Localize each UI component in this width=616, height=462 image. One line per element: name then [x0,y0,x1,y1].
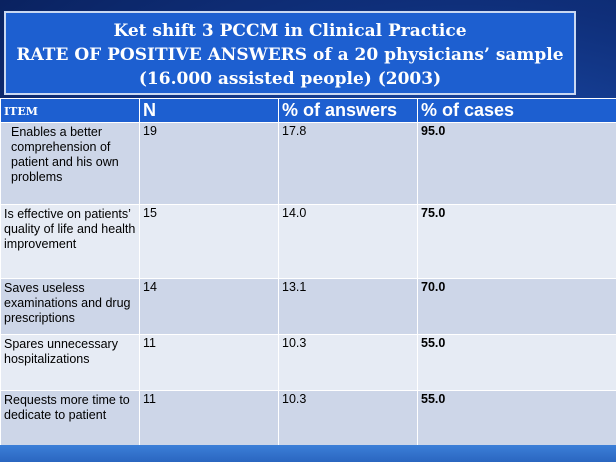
row-answers: 10.3 [278,334,418,391]
slide-footer-band [0,445,616,462]
row-answers: 17.8 [278,122,418,205]
header-n: N [139,98,279,123]
row-item: Requests more time to dedicate to patien… [0,390,140,446]
table-row: Saves useless examinations and drug pres… [0,278,616,335]
row-n: 19 [139,122,279,205]
row-item: Is effective on patients’ quality of lif… [0,204,140,279]
row-cases: 75.0 [417,204,616,279]
slide-title: Ket shift 3 PCCM in Clinical Practice RA… [4,11,576,95]
row-n: 14 [139,278,279,335]
title-line-3: (16.000 assisted people) (2003) [138,69,442,89]
row-item: Saves useless examinations and drug pres… [0,278,140,335]
row-item: Enables a better comprehension of patien… [0,122,140,205]
row-cases: 55.0 [417,390,616,446]
row-cases: 55.0 [417,334,616,391]
results-table: ITEM N % of answers % of cases Enables a… [0,98,616,446]
table-header-row: ITEM N % of answers % of cases [0,98,616,123]
header-cases: % of cases [417,98,616,123]
table-row: Enables a better comprehension of patien… [0,122,616,205]
table-row: Is effective on patients’ quality of lif… [0,204,616,279]
table-row: Spares unnecessary hospitalizations 11 1… [0,334,616,391]
table-row: Requests more time to dedicate to patien… [0,390,616,446]
row-cases: 70.0 [417,278,616,335]
row-answers: 13.1 [278,278,418,335]
header-item: ITEM [0,98,140,123]
title-line-1: Ket shift 3 PCCM in Clinical Practice [113,21,467,41]
row-n: 11 [139,390,279,446]
row-n: 15 [139,204,279,279]
row-answers: 10.3 [278,390,418,446]
row-n: 11 [139,334,279,391]
title-line-2: RATE OF POSITIVE ANSWERS of a 20 physici… [16,45,564,65]
row-item: Spares unnecessary hospitalizations [0,334,140,391]
header-answers: % of answers [278,98,418,123]
row-cases: 95.0 [417,122,616,205]
row-answers: 14.0 [278,204,418,279]
